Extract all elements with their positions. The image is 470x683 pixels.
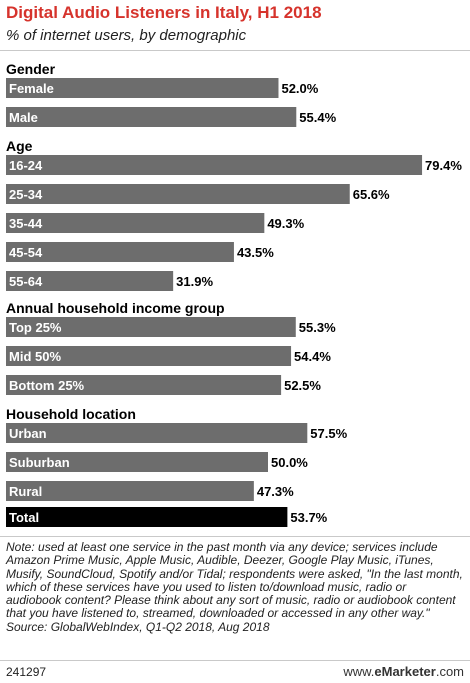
bar-male-label: Male — [9, 110, 38, 125]
note-text: Note: used at least one service in the p… — [6, 540, 463, 621]
bar-55-64-label: 55-64 — [9, 274, 43, 289]
chart-id: 241297 — [6, 665, 47, 679]
bar-45-54-value: 43.5% — [237, 245, 274, 260]
bar-urban-label: Urban — [9, 426, 47, 441]
bar-urban-bar — [6, 423, 308, 443]
bar-mid-50-value: 54.4% — [294, 349, 331, 364]
bar-55-64-bar — [6, 271, 174, 291]
bar-top-25-bar — [6, 317, 296, 337]
bar-45-54-label: 45-54 — [9, 245, 43, 260]
bar-bottom-25-value: 52.5% — [284, 378, 321, 393]
brand-suffix: .com — [435, 664, 464, 679]
bar-male-bar — [6, 107, 297, 127]
bar-bottom-25-bar — [6, 375, 282, 395]
brand-logo: www.eMarketer.com — [343, 664, 464, 679]
group-heading: Household location — [6, 406, 136, 422]
bar-suburban-label: Suburban — [9, 455, 70, 470]
bar-mid-50-label: Mid 50% — [9, 349, 61, 364]
brand-name: eMarketer — [374, 664, 436, 679]
chart-title: Digital Audio Listeners in Italy, H1 201… — [6, 3, 322, 22]
chart-subtitle: % of internet users, by demographic — [6, 27, 247, 44]
header-divider — [0, 50, 470, 51]
bar-25-34-value: 65.6% — [353, 187, 390, 202]
bar-total-bar — [6, 507, 288, 527]
bar-rural-value: 47.3% — [257, 484, 294, 499]
bar-25-34-bar — [6, 184, 350, 204]
bar-urban-value: 57.5% — [310, 426, 347, 441]
bar-suburban-value: 50.0% — [271, 455, 308, 470]
bar-total-value: 53.7% — [290, 510, 327, 525]
bar-top-25-value: 55.3% — [299, 320, 336, 335]
bar-female-bar — [6, 78, 279, 98]
group-heading: Gender — [6, 61, 56, 77]
bar-top-25-label: Top 25% — [9, 320, 62, 335]
bar-25-34-label: 25-34 — [9, 187, 43, 202]
bar-35-44-bar — [6, 213, 265, 233]
bar-45-54-bar — [6, 242, 234, 262]
bar-rural-bar — [6, 481, 254, 501]
footer-divider — [0, 660, 470, 661]
bar-total-label: Total — [9, 510, 39, 525]
group-heading: Annual household income group — [6, 300, 225, 316]
bar-16-24-label: 16-24 — [9, 158, 43, 173]
bar-female-value: 52.0% — [281, 81, 318, 96]
bar-female-label: Female — [9, 81, 54, 96]
chart-note: Note: used at least one service in the p… — [6, 540, 464, 634]
bar-mid-50-bar — [6, 346, 292, 366]
bar-16-24-value: 79.4% — [425, 158, 462, 173]
bar-35-44-value: 49.3% — [267, 216, 304, 231]
bar-male-value: 55.4% — [299, 110, 336, 125]
brand-prefix: www. — [343, 664, 375, 679]
bar-16-24-bar — [6, 155, 423, 175]
bar-rural-label: Rural — [9, 484, 42, 499]
bar-bottom-25-label: Bottom 25% — [9, 378, 85, 393]
source-text: Source: GlobalWebIndex, Q1-Q2 2018, Aug … — [6, 619, 270, 634]
bar-chart: Gender Female 52.0% Male 55.4% Age 16-24 79.4% 2… — [6, 61, 462, 527]
bar-suburban-bar — [6, 452, 268, 472]
bar-55-64-value: 31.9% — [176, 274, 213, 289]
group-heading: Age — [6, 138, 33, 154]
note-divider — [0, 536, 470, 537]
bar-35-44-label: 35-44 — [9, 216, 43, 231]
